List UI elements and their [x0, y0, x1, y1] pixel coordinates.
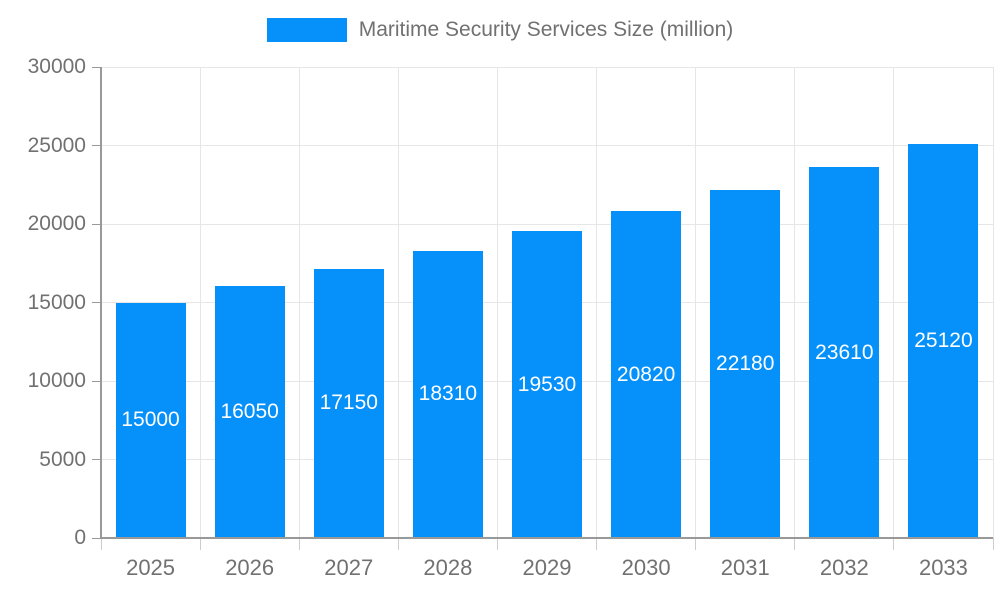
bar-2029[interactable]: 19530	[512, 231, 582, 538]
x-axis-label: 2030	[621, 555, 671, 580]
x-tick	[596, 538, 598, 550]
bar-value-label: 19530	[517, 372, 577, 396]
gridline-vertical	[397, 67, 399, 538]
y-tick	[92, 459, 101, 460]
bar-2028[interactable]: 18310	[412, 250, 483, 538]
x-tick	[298, 538, 300, 550]
gridline-vertical	[596, 67, 598, 538]
y-tick	[92, 223, 101, 225]
gridline-vertical	[199, 67, 201, 538]
bar-2030[interactable]: 20820	[611, 211, 682, 538]
x-tick	[496, 538, 498, 550]
legend-label: Maritime Security Services Size (million…	[358, 18, 734, 41]
gridline-horizontal	[101, 66, 993, 68]
bar-2026[interactable]: 16050	[214, 286, 285, 538]
y-axis-label: 10000	[27, 369, 86, 392]
x-tick	[100, 538, 102, 550]
x-tick	[794, 538, 796, 550]
y-axis-label: 20000	[27, 212, 86, 235]
x-axis-label: 2031	[720, 555, 770, 580]
x-tick	[397, 538, 399, 550]
bar-value-label: 15000	[121, 408, 180, 432]
x-axis-label: 2026	[225, 555, 275, 580]
y-tick	[92, 537, 101, 539]
x-tick	[695, 538, 697, 550]
gridline-horizontal	[101, 145, 993, 146]
y-axis-label: 5000	[39, 447, 86, 471]
bar-value-label: 22180	[716, 351, 775, 375]
gridline-vertical	[695, 67, 697, 538]
x-axis-label: 2032	[819, 555, 869, 580]
bar-value-label: 25120	[914, 328, 973, 352]
y-tick	[92, 66, 101, 68]
gridline-vertical	[794, 67, 796, 538]
gridline-vertical	[298, 67, 300, 538]
y-axis-label: 30000	[27, 55, 86, 78]
x-tick	[199, 538, 201, 550]
y-axis-label: 0	[74, 526, 86, 549]
x-axis-label: 2028	[423, 555, 473, 580]
y-tick	[92, 145, 101, 146]
bar-2032[interactable]: 23610	[809, 167, 880, 538]
bar-2033[interactable]: 25120	[908, 143, 979, 538]
x-axis-label: 2029	[522, 555, 572, 580]
x-axis-label: 2033	[918, 555, 968, 580]
bar-value-label: 16050	[220, 399, 279, 423]
gridline-vertical	[992, 67, 994, 538]
y-tick	[92, 380, 101, 382]
gridline-vertical	[893, 67, 895, 538]
bar-value-label: 20820	[616, 362, 676, 386]
bar-value-label: 18310	[418, 382, 478, 406]
bar-value-label: 17150	[319, 391, 378, 415]
legend-swatch-icon	[266, 18, 347, 42]
x-tick	[992, 538, 994, 550]
gridline-horizontal	[101, 223, 993, 225]
x-axis-label: 2025	[126, 555, 176, 580]
x-axis-label: 2027	[324, 555, 374, 580]
y-tick	[92, 302, 101, 303]
bar-value-label: 23610	[815, 340, 874, 364]
x-tick	[893, 538, 895, 550]
y-axis-label: 15000	[27, 290, 86, 314]
bar-2025[interactable]: 15000	[115, 302, 186, 538]
gridline-vertical	[496, 67, 498, 538]
bar-2031[interactable]: 22180	[710, 189, 781, 538]
y-axis-line	[100, 67, 102, 539]
chart-legend[interactable]: Maritime Security Services Size (million…	[0, 18, 1000, 42]
bar-2027[interactable]: 17150	[313, 268, 384, 538]
x-axis-line	[101, 537, 993, 539]
y-axis-label: 25000	[27, 133, 86, 157]
